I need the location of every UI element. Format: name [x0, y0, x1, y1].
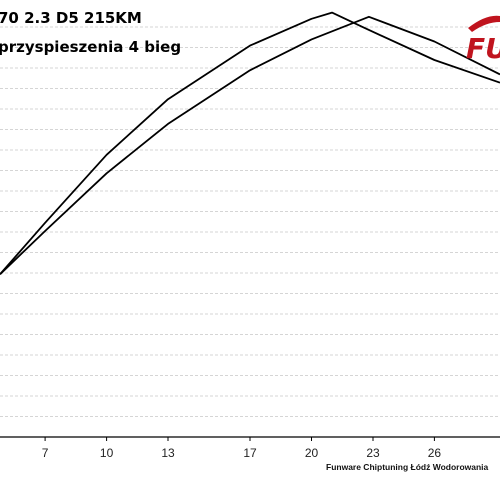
- x-tick-label: 10: [100, 446, 114, 460]
- x-tick-label: 13: [161, 446, 175, 460]
- logo-wordmark: FU: [466, 32, 500, 65]
- x-tick-label: 23: [366, 446, 380, 460]
- series-line-1: [0, 11, 500, 275]
- chart-footer: Funware Chiptuning Łódź Wodorowania: [326, 462, 489, 472]
- x-tick-label: 26: [428, 446, 442, 460]
- x-tick-label: 17: [243, 446, 257, 460]
- grid-layer: [0, 26, 500, 417]
- chart-title: 70 2.3 D5 215KM: [0, 9, 142, 27]
- series-line-2: [0, 15, 500, 275]
- logo-swoosh-icon: [468, 15, 500, 32]
- brand-logo: FU: [466, 15, 500, 65]
- series-layer: [0, 11, 500, 275]
- x-tick-label: 20: [305, 446, 319, 460]
- tick-layer: 7 10 13 17 20 23 26: [42, 437, 442, 460]
- chart-subtitle: przyspieszenia 4 bieg: [0, 38, 181, 56]
- x-tick-label: 7: [42, 446, 49, 460]
